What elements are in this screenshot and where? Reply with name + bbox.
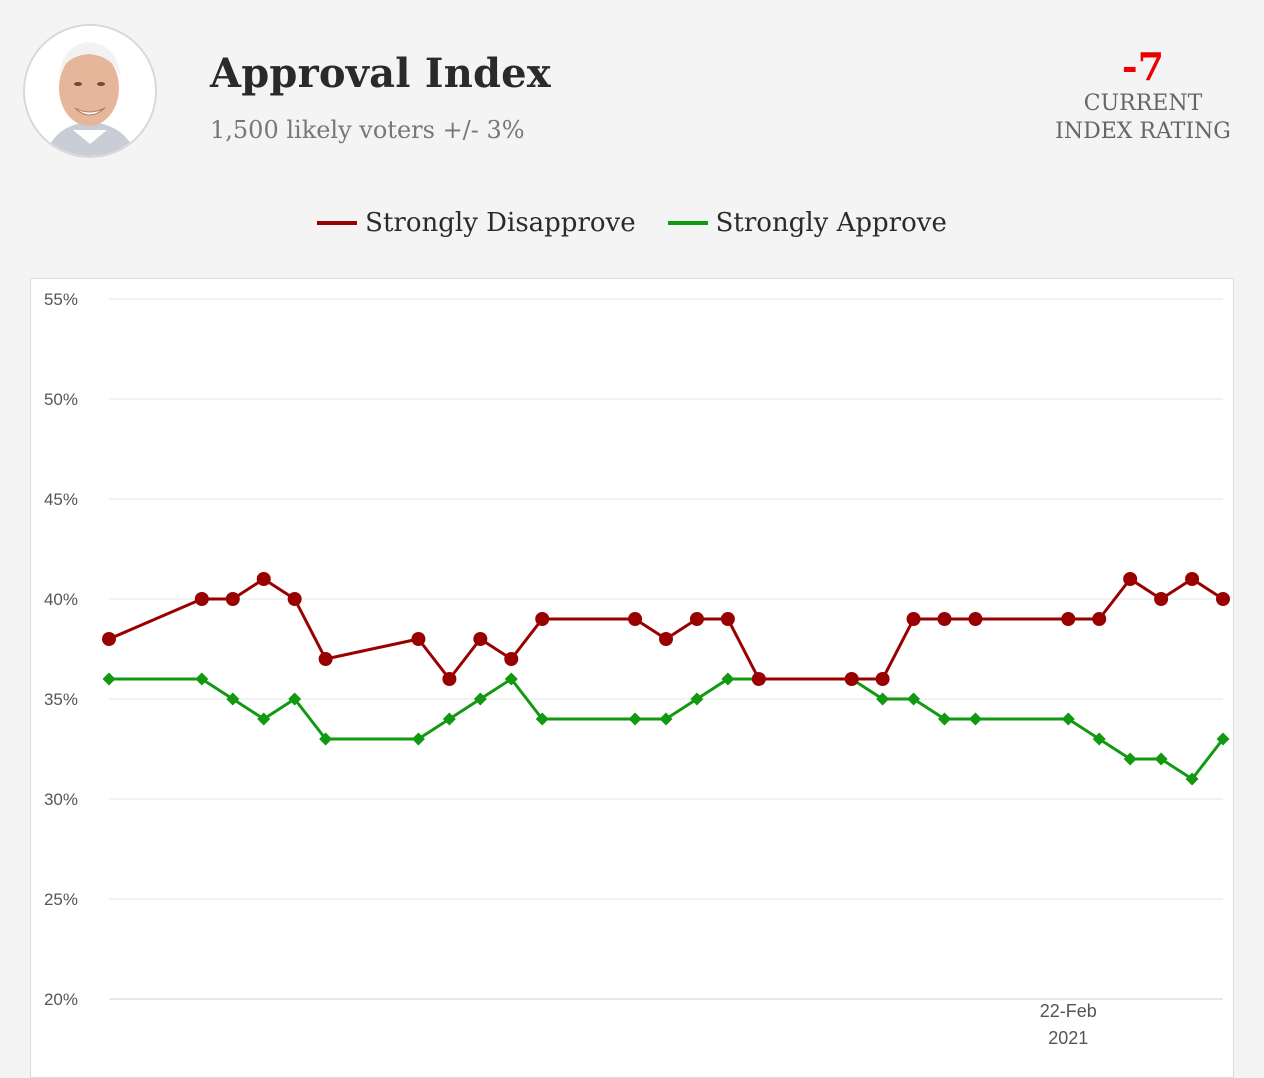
legend-label: Strongly Approve [715, 208, 947, 238]
line-chart: 20% 25% 30% 35% 40% 45% 50% 55% 22-Feb 2021 [44, 290, 1230, 1048]
data-point [628, 712, 642, 726]
data-point [937, 612, 952, 626]
data-point [720, 612, 735, 626]
data-point [876, 692, 890, 706]
portrait-icon [25, 26, 155, 156]
data-point [906, 612, 921, 626]
data-point [1092, 732, 1106, 746]
data-point [411, 632, 426, 646]
data-point [226, 692, 240, 706]
legend-label: Strongly Disapprove [365, 208, 636, 238]
data-point [442, 672, 457, 686]
current-index-panel: -7 CURRENT INDEX RATING [1030, 44, 1256, 146]
data-point [751, 672, 766, 686]
data-point [442, 712, 456, 726]
series-line-strongly-disapprove [108, 577, 1224, 681]
data-point [875, 672, 890, 686]
current-index-value: -7 [1121, 44, 1165, 89]
data-point [659, 712, 673, 726]
data-point [319, 732, 333, 746]
current-index-label: CURRENT INDEX RATING [1055, 91, 1231, 144]
x-tick-label: 22-Feb [1040, 1001, 1097, 1021]
data-point [473, 632, 488, 646]
data-point [721, 672, 735, 686]
page-subtitle: 1,500 likely voters +/- 3% [210, 116, 525, 144]
y-tick-label: 20% [44, 990, 78, 1009]
y-tick-label: 55% [44, 290, 78, 309]
data-point [968, 712, 982, 726]
data-point [504, 652, 519, 666]
chart-panel: 20% 25% 30% 35% 40% 45% 50% 55% 22-Feb 2021 [30, 278, 1234, 1078]
page-title: Approval Index [210, 50, 551, 97]
data-point [288, 692, 302, 706]
data-point [1154, 592, 1169, 606]
y-tick-label: 30% [44, 790, 78, 809]
legend-swatch-icon [667, 221, 708, 225]
data-point [287, 592, 302, 606]
data-point [1061, 612, 1076, 626]
data-point [257, 712, 271, 726]
data-point [102, 672, 116, 686]
data-point [844, 672, 859, 686]
data-point [318, 652, 333, 666]
data-point [938, 712, 951, 726]
data-point [1123, 752, 1137, 766]
data-point [1216, 732, 1230, 746]
data-point [473, 692, 487, 706]
y-tick-label: 40% [44, 590, 78, 609]
y-tick-label: 45% [44, 490, 78, 509]
y-tick-label: 35% [44, 690, 78, 709]
legend-item-strongly-approve[interactable]: Strongly Approve [667, 208, 947, 238]
data-point [628, 612, 643, 626]
data-point [690, 692, 704, 706]
y-tick-label: 50% [44, 390, 78, 409]
data-point [535, 612, 550, 626]
series-line-strongly-approve [109, 677, 1225, 781]
data-point [195, 672, 209, 686]
data-point [225, 592, 240, 606]
data-point [256, 572, 271, 586]
legend-swatch-icon [317, 221, 358, 225]
data-point [504, 672, 518, 686]
x-tick-label: 2021 [1048, 1028, 1088, 1048]
data-point [1154, 752, 1168, 766]
legend-item-strongly-disapprove[interactable]: Strongly Disapprove [317, 208, 636, 238]
avatar [23, 24, 157, 158]
data-point [689, 612, 704, 626]
data-point [194, 592, 209, 606]
data-point [659, 632, 673, 646]
data-point [535, 712, 549, 726]
data-point [1185, 772, 1199, 786]
chart-legend: Strongly Disapprove Strongly Approve [0, 208, 1264, 238]
data-point [1123, 572, 1138, 586]
y-tick-label: 25% [44, 890, 78, 909]
data-point [1092, 612, 1107, 626]
data-point [1216, 592, 1230, 606]
data-point [1185, 572, 1200, 586]
data-point [411, 732, 425, 746]
data-point [1061, 712, 1075, 726]
data-point [968, 612, 983, 626]
data-point [907, 692, 921, 706]
data-point [102, 632, 116, 646]
